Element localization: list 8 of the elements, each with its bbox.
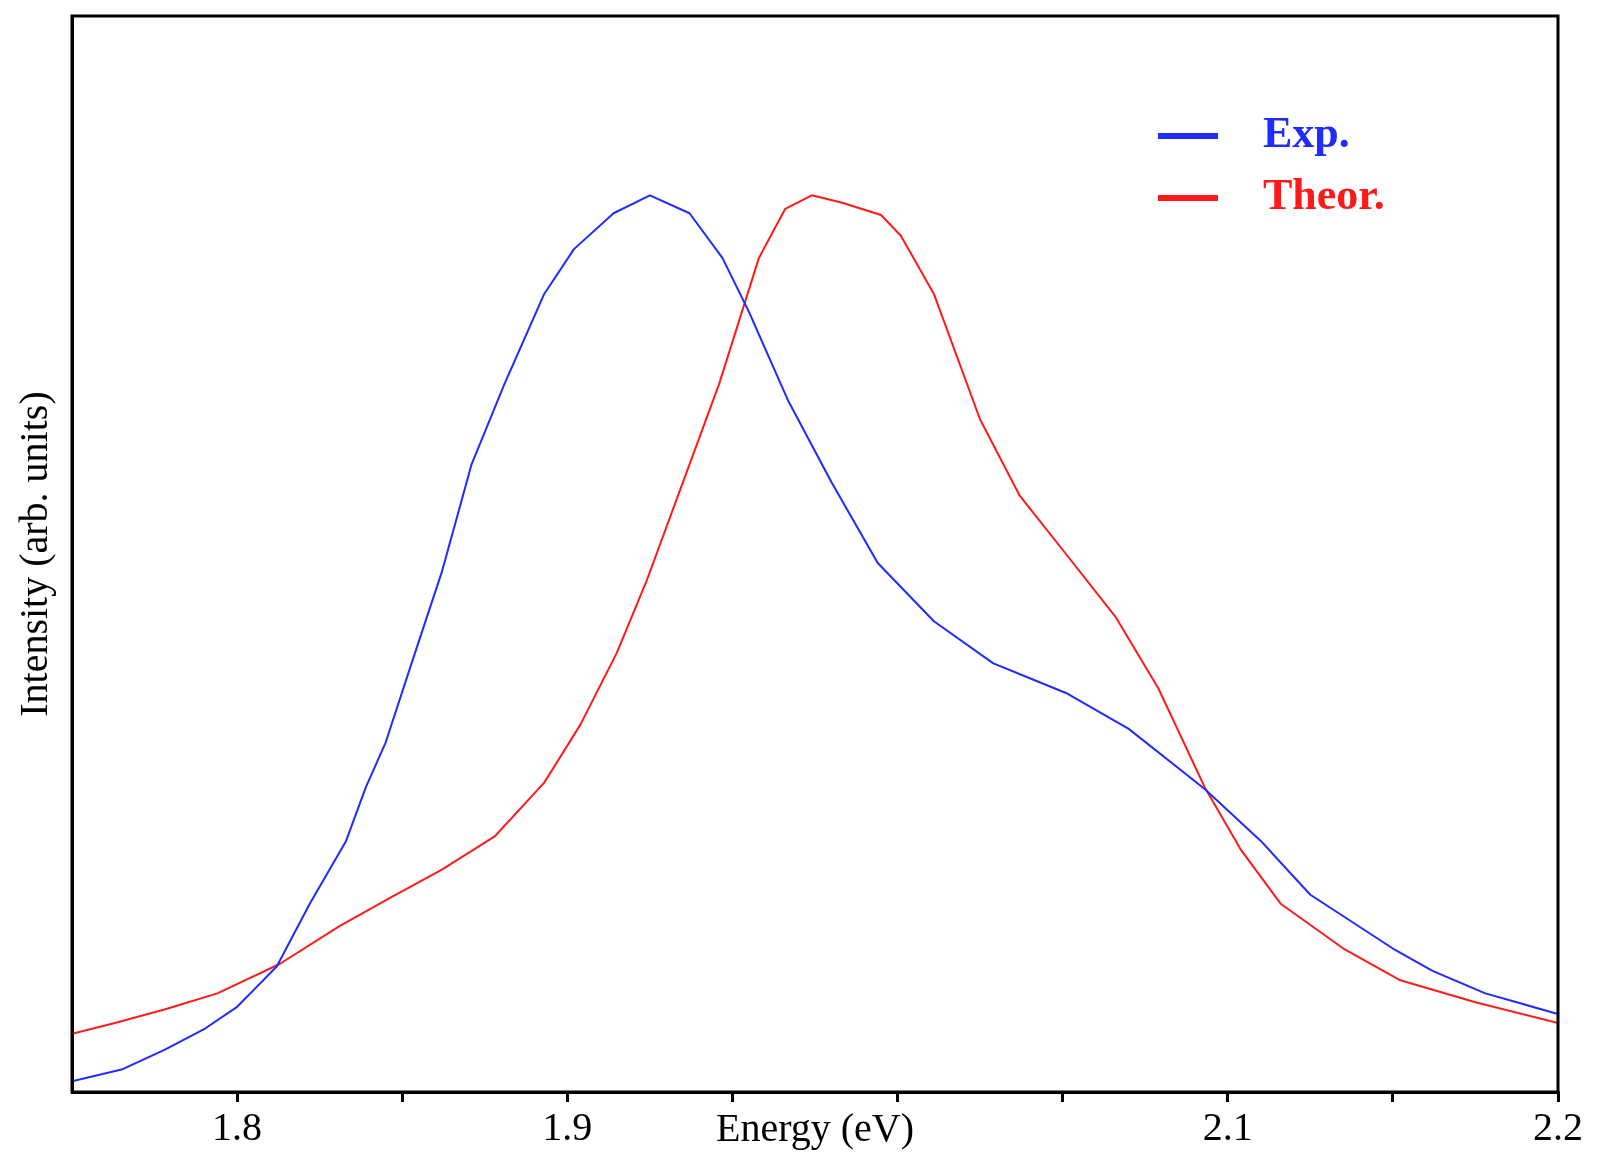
x-tick-label: 2.1: [1202, 1103, 1253, 1149]
x-tick-label: 1.8: [212, 1103, 263, 1149]
x-tick-label: 2.2: [1533, 1103, 1583, 1149]
y-axis-title: Intensity (arb. units): [10, 391, 56, 717]
x-axis-title: Energy (eV): [715, 1104, 915, 1150]
legend-label: Theor.: [1263, 170, 1385, 220]
legend-label: Exp.: [1263, 108, 1350, 158]
x-tick-label: 1.9: [542, 1103, 593, 1149]
